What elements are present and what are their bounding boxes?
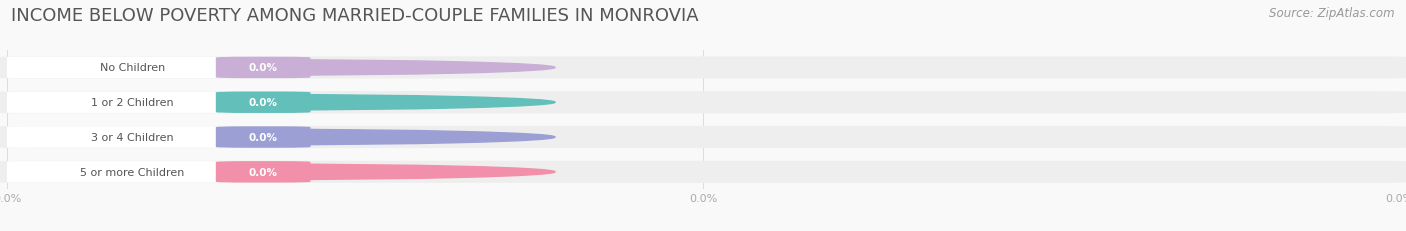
FancyBboxPatch shape — [0, 92, 1406, 114]
Text: 0.0%: 0.0% — [249, 98, 277, 108]
Text: INCOME BELOW POVERTY AMONG MARRIED-COUPLE FAMILIES IN MONROVIA: INCOME BELOW POVERTY AMONG MARRIED-COUPL… — [11, 7, 699, 25]
FancyBboxPatch shape — [0, 161, 1406, 183]
FancyBboxPatch shape — [217, 92, 311, 113]
FancyBboxPatch shape — [0, 161, 233, 183]
Text: 3 or 4 Children: 3 or 4 Children — [91, 132, 173, 143]
FancyBboxPatch shape — [0, 58, 233, 79]
Text: 1 or 2 Children: 1 or 2 Children — [91, 98, 173, 108]
FancyBboxPatch shape — [0, 57, 1406, 79]
Circle shape — [0, 164, 555, 180]
FancyBboxPatch shape — [0, 92, 233, 113]
FancyBboxPatch shape — [0, 127, 233, 148]
Circle shape — [0, 130, 555, 145]
Text: 0.0%: 0.0% — [249, 132, 277, 143]
Text: 0.0%: 0.0% — [249, 63, 277, 73]
FancyBboxPatch shape — [0, 126, 1406, 149]
FancyBboxPatch shape — [217, 161, 311, 183]
Circle shape — [0, 95, 555, 110]
Text: Source: ZipAtlas.com: Source: ZipAtlas.com — [1270, 7, 1395, 20]
Circle shape — [0, 61, 555, 76]
FancyBboxPatch shape — [217, 58, 311, 79]
FancyBboxPatch shape — [217, 127, 311, 148]
Text: No Children: No Children — [100, 63, 165, 73]
Text: 5 or more Children: 5 or more Children — [80, 167, 184, 177]
Text: 0.0%: 0.0% — [249, 167, 277, 177]
